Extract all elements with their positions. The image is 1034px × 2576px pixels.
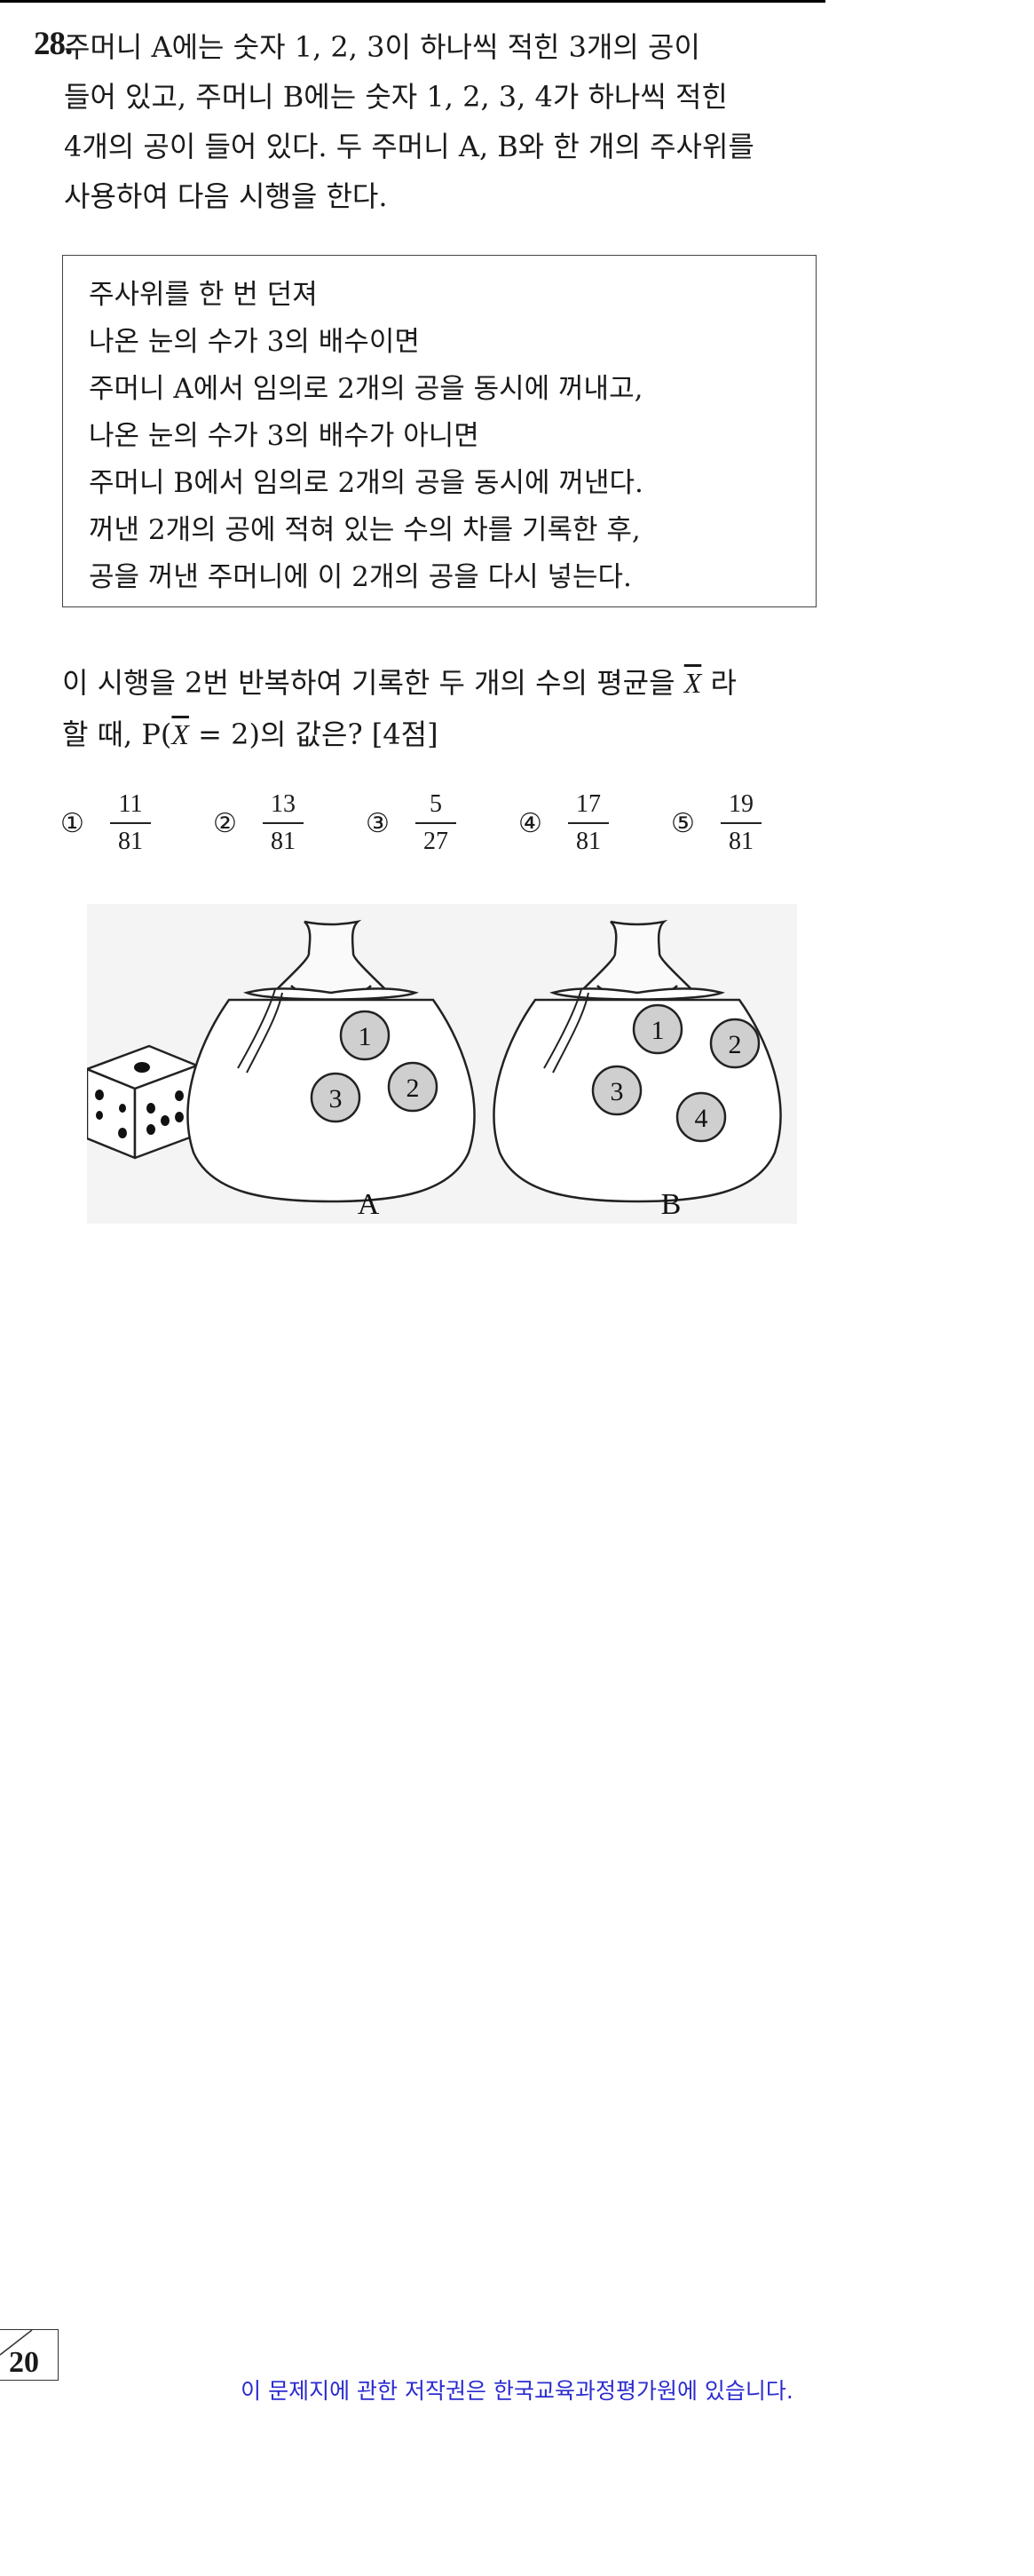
choice-marker: ⑤ xyxy=(671,808,695,839)
choice-marker: ② xyxy=(213,808,237,839)
question-line: 4개의 공이 들어 있다. 두 주머니 A, B와 한 개의 주사위를 xyxy=(64,130,754,163)
copyright-notice: 이 문제지에 관한 저작권은 한국교육과정평가원에 있습니다. xyxy=(241,2378,793,2404)
dice-and-bags-figure: 1 2 3 1 2 3 4 A B xyxy=(87,904,797,1224)
procedure-line: 주머니 A에서 임의로 2개의 공을 동시에 꺼내고, xyxy=(89,373,643,405)
ball-label: 2 xyxy=(406,1074,420,1103)
choice-fraction: 13 81 xyxy=(259,789,307,858)
question-line: 들어 있고, 주머니 B에는 숫자 1, 2, 3, 4가 하나씩 적힌 xyxy=(64,80,728,114)
bag-a-label: A xyxy=(358,1188,380,1221)
choice-marker: ④ xyxy=(518,808,542,839)
choice-fraction: 11 81 xyxy=(107,789,154,858)
page-box-diagonal xyxy=(0,2330,33,2356)
ball-label: 4 xyxy=(695,1104,708,1133)
procedure-line: 주머니 B에서 임의로 2개의 공을 동시에 꺼낸다. xyxy=(89,467,643,499)
procedure-line: 꺼낸 2개의 공에 적혀 있는 수의 차를 기록한 후, xyxy=(89,514,641,546)
choice-marker: ③ xyxy=(366,808,390,839)
procedure-line: 공을 꺼낸 주머니에 이 2개의 공을 다시 넣는다. xyxy=(89,561,632,593)
procedure-line: 나온 눈의 수가 3의 배수가 아니면 xyxy=(89,420,479,452)
bag-b xyxy=(493,919,782,1203)
ball-label: 1 xyxy=(359,1022,372,1051)
ball-label: 2 xyxy=(729,1030,742,1059)
ball-label: 1 xyxy=(651,1016,665,1045)
page-number-box: 20 xyxy=(0,2329,59,2381)
question-line: 사용하여 다음 시행을 한다. xyxy=(64,179,388,213)
x-bar: X xyxy=(171,718,189,750)
followup-line-1: 이 시행을 2번 반복하여 기록한 두 개의 수의 평균을 X 라 xyxy=(62,666,737,700)
bag-a xyxy=(186,919,476,1203)
choice-fraction: 17 81 xyxy=(564,789,612,858)
procedure-line: 주사위를 한 번 던져 xyxy=(89,279,318,311)
procedure-line: 나온 눈의 수가 3의 배수이면 xyxy=(89,326,420,358)
dice-icon xyxy=(87,1044,199,1160)
question-number: 28. xyxy=(34,26,73,62)
x-bar: X xyxy=(683,667,702,699)
question-line: 주머니 A에는 숫자 1, 2, 3이 하나씩 적힌 3개의 공이 xyxy=(64,30,700,64)
procedure-box xyxy=(62,255,817,607)
page-number: 20 xyxy=(9,2346,39,2379)
bag-b-label: B xyxy=(661,1188,682,1221)
ball-label: 3 xyxy=(329,1084,343,1114)
choice-fraction: 19 81 xyxy=(717,789,765,858)
top-rule xyxy=(0,0,825,3)
choice-marker: ① xyxy=(60,808,84,839)
ball-label: 3 xyxy=(611,1077,624,1106)
followup-line-2: 할 때, P(X = 2)의 값은? [4점] xyxy=(62,717,438,751)
choice-fraction: 5 27 xyxy=(412,789,460,858)
